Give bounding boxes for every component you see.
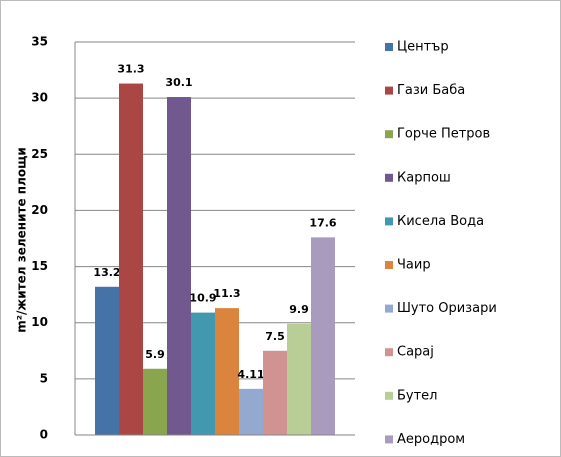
- legend-swatch: [385, 217, 393, 226]
- y-axis-label: m²/жител зелените площи: [15, 147, 29, 333]
- legend-swatch: [385, 391, 393, 400]
- bar: [287, 323, 311, 435]
- data-label: 13.2: [93, 266, 120, 279]
- data-label: 7.5: [265, 330, 285, 343]
- bar: [119, 83, 143, 435]
- bar: [239, 388, 263, 435]
- y-tick-label: 5: [40, 371, 48, 385]
- y-tick-label: 20: [31, 203, 48, 217]
- legend-label: Бутел: [397, 388, 438, 403]
- legend-label: Чаир: [397, 258, 431, 273]
- legend-swatch: [385, 86, 393, 95]
- legend-label: Кисела Вода: [397, 214, 484, 229]
- legend-label: Център: [397, 40, 449, 55]
- legend-label: Гази Баба: [397, 83, 465, 98]
- legend-swatch: [385, 173, 393, 182]
- bar: [143, 368, 167, 435]
- legend-swatch: [385, 348, 393, 357]
- y-tick-label: 35: [31, 35, 48, 49]
- bar: [167, 97, 191, 436]
- bar: [311, 237, 335, 435]
- data-label: 10.9: [189, 292, 216, 305]
- y-tick-label: 30: [31, 91, 48, 105]
- data-label: 4.11: [237, 368, 264, 381]
- data-label: 30.1: [165, 76, 192, 89]
- legend-swatch: [385, 130, 393, 139]
- data-label: 11.3: [213, 287, 240, 300]
- bar: [95, 286, 119, 435]
- data-label: 17.6: [309, 216, 336, 229]
- data-label: 9.9: [289, 303, 309, 316]
- legend-swatch: [385, 43, 393, 51]
- y-tick-label: 15: [31, 259, 48, 273]
- legend-label: Сарај: [397, 345, 434, 360]
- y-tick-label: 0: [40, 428, 48, 442]
- bar: [191, 312, 215, 435]
- legend-label: Аеродром: [397, 432, 465, 447]
- y-tick-label: 10: [31, 315, 48, 329]
- bar: [263, 350, 287, 435]
- legend-label: Горче Петров: [397, 127, 490, 142]
- bar: [215, 308, 239, 435]
- data-label: 5.9: [145, 348, 165, 361]
- data-label: 31.3: [117, 63, 144, 76]
- legend-swatch: [385, 304, 393, 313]
- legend-swatch: [385, 261, 393, 269]
- legend-swatch: [385, 435, 393, 444]
- legend-label: Шуто Оризари: [397, 301, 497, 316]
- legend-label: Карпош: [397, 170, 451, 185]
- y-tick-label: 25: [31, 147, 48, 161]
